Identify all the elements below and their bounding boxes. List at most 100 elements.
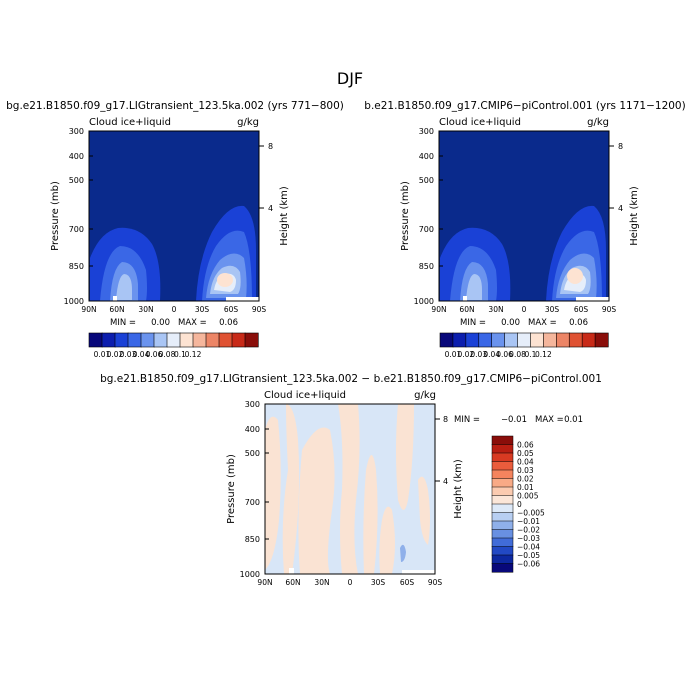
contour-field bbox=[439, 131, 609, 301]
units-label: g/kg bbox=[414, 390, 436, 401]
min-label: MIN = bbox=[110, 318, 136, 328]
x-tick-label: 60N bbox=[285, 578, 300, 587]
max-label: MAX = bbox=[528, 318, 557, 328]
positive-region bbox=[265, 416, 281, 570]
y-axis-label: Pressure (mb) bbox=[226, 454, 237, 524]
x-tick-label: 90S bbox=[252, 305, 267, 314]
y-tick-label: 1000 bbox=[240, 570, 260, 579]
colorbar-swatch bbox=[491, 444, 514, 454]
south-core bbox=[567, 268, 583, 284]
panel-title: bg.e21.B1850.f09_g17.LIGtransient_123.5k… bbox=[100, 373, 602, 385]
x-tick-label: 60S bbox=[224, 305, 239, 314]
colorbar-swatch bbox=[244, 332, 259, 348]
colorbar-swatch bbox=[491, 452, 514, 463]
colorbar-label: 0.01 bbox=[517, 483, 534, 492]
colorbar-label: 0.02 bbox=[457, 350, 474, 359]
terrain-mask bbox=[289, 568, 294, 574]
terrain-mask bbox=[113, 296, 117, 301]
colorbar-swatch bbox=[478, 332, 493, 348]
x-tick-label: 30N bbox=[314, 578, 329, 587]
plot-frame bbox=[438, 130, 610, 302]
colorbar-swatch bbox=[114, 332, 129, 348]
colorbar-label: 0.05 bbox=[517, 449, 534, 458]
colorbar-swatch bbox=[581, 332, 596, 348]
positive-region bbox=[338, 404, 360, 574]
y2-axis-label: Height (km) bbox=[279, 186, 290, 246]
colorbar-label: 0.1 bbox=[174, 350, 186, 359]
y-tick-label: 300 bbox=[69, 127, 84, 136]
variable-label: Cloud ice+liquid bbox=[439, 117, 521, 128]
plot-frame bbox=[88, 130, 260, 302]
units-label: g/kg bbox=[587, 117, 609, 128]
x-tick-label: 90S bbox=[602, 305, 617, 314]
colorbar-swatch bbox=[101, 332, 116, 348]
stats-readout: MIN = 0.00 MAX = 0.06 bbox=[460, 318, 588, 328]
colorbar-swatch bbox=[491, 495, 514, 505]
y2-axis-ticks: 8 4 bbox=[435, 415, 448, 486]
x-tick-label: 0 bbox=[348, 578, 353, 587]
x-axis-ticks: 90N 60N 30N 0 30S 60S 90S bbox=[431, 305, 616, 314]
x-tick-label: 90N bbox=[257, 578, 272, 587]
south-core bbox=[217, 273, 233, 287]
colorbar-swatch bbox=[491, 461, 514, 471]
colorbar-label: 0.03 bbox=[517, 466, 534, 475]
max-value: 0.06 bbox=[219, 318, 238, 328]
colorbar-swatch bbox=[491, 469, 514, 480]
max-label: MAX = bbox=[178, 318, 207, 328]
colorbar-swatch bbox=[192, 332, 207, 348]
max-value: 0.01 bbox=[564, 415, 583, 425]
colorbar-label: 0.03 bbox=[470, 350, 487, 359]
colorbar-label: 0.06 bbox=[496, 350, 513, 359]
colorbar-swatch bbox=[491, 478, 514, 488]
negative-region bbox=[400, 544, 406, 562]
y-tick-label: 850 bbox=[245, 535, 260, 544]
plot-frame bbox=[264, 403, 436, 575]
y-tick-label: 700 bbox=[245, 498, 260, 507]
x-tick-label: 30S bbox=[545, 305, 560, 314]
colorbar-swatch bbox=[491, 520, 514, 531]
y-tick-label: 300 bbox=[245, 400, 260, 409]
figure-title: DJF bbox=[337, 69, 363, 88]
y-tick-label: 400 bbox=[245, 425, 260, 434]
colorbar-label: 0.12 bbox=[535, 350, 552, 359]
y2-tick-label: 4 bbox=[618, 204, 623, 213]
x-tick-label: 30N bbox=[488, 305, 503, 314]
y-axis-label: Pressure (mb) bbox=[400, 181, 411, 251]
y-tick-label: 500 bbox=[245, 449, 260, 458]
colorbar-label: 0.06 bbox=[146, 350, 163, 359]
x-tick-label: 60N bbox=[459, 305, 474, 314]
colorbar-label: −0.02 bbox=[517, 526, 540, 535]
y2-tick-label: 4 bbox=[443, 477, 448, 486]
max-value: 0.06 bbox=[569, 318, 588, 328]
x-tick-label: 90S bbox=[428, 578, 443, 587]
stats-readout: MIN = 0.00 MAX = 0.06 bbox=[110, 318, 238, 328]
colorbar-label: 0.03 bbox=[120, 350, 137, 359]
y-tick-label: 400 bbox=[69, 152, 84, 161]
y-tick-label: 1000 bbox=[64, 297, 84, 306]
y-tick-label: 300 bbox=[419, 127, 434, 136]
x-tick-label: 30S bbox=[371, 578, 386, 587]
x-axis-ticks: 90N 60N 30N 0 30S 60S 90S bbox=[81, 305, 266, 314]
colorbar-swatch bbox=[568, 332, 583, 348]
colorbar-swatch bbox=[205, 332, 220, 348]
x-tick-label: 60S bbox=[400, 578, 415, 587]
positive-region bbox=[396, 404, 414, 510]
max-label: MAX = bbox=[535, 415, 564, 425]
y-axis-label: Pressure (mb) bbox=[50, 181, 61, 251]
y-tick-label: 700 bbox=[69, 225, 84, 234]
colorbar-swatch bbox=[491, 486, 514, 497]
terrain-mask bbox=[402, 570, 435, 574]
colorbar-swatch bbox=[556, 332, 570, 348]
x-tick-label: 0 bbox=[522, 305, 527, 314]
colorbar-swatch bbox=[504, 332, 519, 348]
colorbar-swatch bbox=[543, 332, 557, 348]
colorbar-swatch bbox=[153, 332, 168, 348]
y-tick-label: 1000 bbox=[414, 297, 434, 306]
contour-field bbox=[265, 404, 435, 574]
positive-region bbox=[282, 404, 300, 574]
colorbar-label: −0.01 bbox=[517, 517, 540, 526]
colorbar-label: 0.02 bbox=[107, 350, 124, 359]
y2-tick-label: 4 bbox=[268, 204, 273, 213]
panel-lig: bg.e21.B1850.f09_g17.LIGtransient_123.5k… bbox=[6, 100, 344, 359]
